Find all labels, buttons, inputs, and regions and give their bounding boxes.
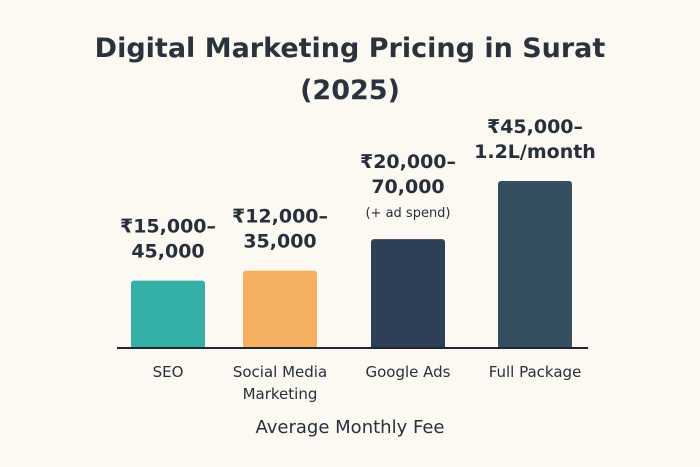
x-tick-label-3-0: Full Package bbox=[489, 363, 582, 381]
x-axis-label: Average Monthly Fee bbox=[255, 417, 445, 438]
data-label-2-0: ₹20,000– bbox=[360, 151, 456, 173]
chart-title: Digital Marketing Pricing in Surat (2025… bbox=[0, 28, 700, 112]
data-label-1-0: ₹12,000– bbox=[232, 206, 328, 228]
data-label-0-0: ₹15,000– bbox=[120, 216, 216, 238]
data-label-0-1: 45,000 bbox=[131, 241, 204, 263]
bar-1 bbox=[243, 270, 317, 349]
x-tick-label-0-0: SEO bbox=[153, 363, 184, 381]
x-tick-label-2-0: Google Ads bbox=[366, 363, 451, 381]
data-label-3-0: ₹45,000– bbox=[487, 116, 583, 138]
bar-0 bbox=[131, 280, 205, 349]
data-label-3-1: 1.2L/month bbox=[474, 141, 596, 163]
bar-2 bbox=[371, 239, 445, 349]
bar-3 bbox=[498, 181, 572, 349]
title-line-1: Digital Marketing Pricing in Surat bbox=[94, 33, 606, 64]
data-label-1-1: 35,000 bbox=[243, 231, 316, 253]
x-tick-label-1-1: Marketing bbox=[243, 385, 318, 403]
data-label-2-1: 70,000 bbox=[371, 176, 444, 198]
data-label-note-2: (+ ad spend) bbox=[365, 206, 450, 221]
title-line-2: (2025) bbox=[300, 75, 400, 106]
x-tick-label-1-0: Social Media bbox=[233, 363, 327, 381]
